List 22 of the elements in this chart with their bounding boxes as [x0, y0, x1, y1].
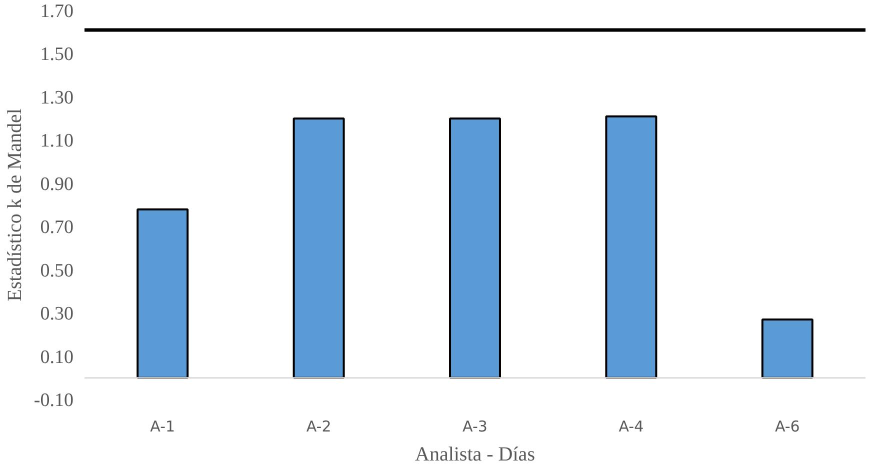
y-tick-label: 1.10 [40, 130, 74, 152]
y-tick-label: 1.50 [40, 44, 74, 66]
y-tick-label: 1.70 [40, 1, 74, 22]
y-tick-label: 1.30 [40, 87, 74, 108]
x-tick-label: A-4 [618, 418, 644, 436]
y-tick-label: 0.50 [40, 260, 74, 282]
bar [605, 115, 658, 379]
x-tick-label: A-6 [774, 418, 800, 436]
x-tick-label: A-3 [462, 418, 488, 436]
bar [449, 118, 501, 379]
y-tick-label: 0.70 [40, 217, 74, 238]
bar [136, 208, 189, 379]
bar [761, 318, 814, 379]
y-tick-label: -0.10 [34, 390, 74, 411]
y-tick-label: 0.90 [40, 174, 74, 195]
y-tick-label: 0.30 [40, 304, 74, 325]
bar [292, 118, 345, 379]
y-axis-title: Estadístico k de Mandel [4, 108, 26, 302]
x-tick-label: A-2 [306, 418, 332, 436]
x-axis-title: Analista - Días [415, 444, 536, 466]
y-tick-label: 0.10 [40, 346, 74, 368]
x-tick-label: A-1 [150, 418, 176, 436]
